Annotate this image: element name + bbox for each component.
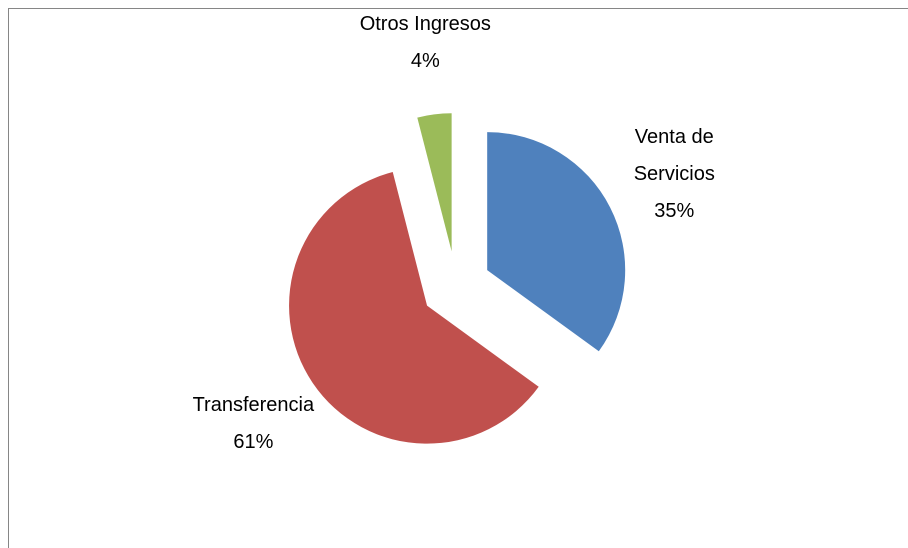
category-label: Venta de Servicios	[633, 126, 715, 186]
value-label: 35%	[654, 200, 695, 223]
slice-label: Venta de Servicios 35%	[599, 119, 749, 230]
value-label: 4%	[410, 49, 440, 72]
pie-slice	[417, 113, 452, 252]
pie-slice	[487, 132, 626, 352]
category-label: Transferencia	[192, 393, 315, 416]
value-label: 61%	[233, 430, 274, 453]
pie-slice	[289, 172, 539, 444]
slice-label: Otros Ingresos 4%	[350, 6, 500, 80]
category-label: Otros Ingresos	[359, 12, 491, 35]
chart-frame	[8, 8, 908, 548]
slice-label: Transferencia 61%	[178, 387, 328, 461]
